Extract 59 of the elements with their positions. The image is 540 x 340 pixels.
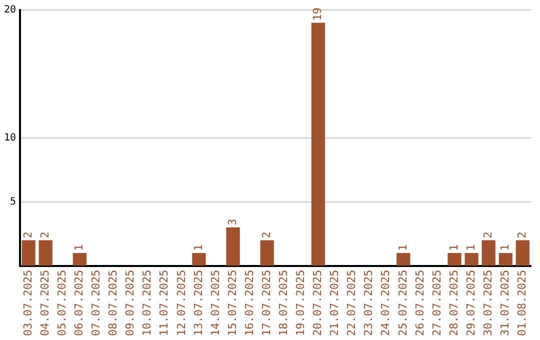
data-label: 1 (464, 244, 478, 251)
x-tick-label: 11.07.2025 (158, 270, 171, 336)
y-tick-label: 10 (4, 132, 16, 144)
x-tick-label: 26.07.2025 (413, 270, 426, 336)
bar (226, 227, 240, 266)
x-tick-label: 07.07.2025 (90, 270, 103, 336)
data-label: 1 (396, 244, 410, 251)
x-tick-label: 28.07.2025 (447, 270, 460, 336)
x-tick-label: 31.07.2025 (498, 270, 512, 336)
x-tick-label: 06.07.2025 (72, 270, 86, 336)
x-tick-label: 22.07.2025 (345, 270, 358, 336)
data-label: 2 (21, 232, 34, 238)
bar (192, 252, 206, 266)
x-tick-label: 09.07.2025 (124, 270, 137, 336)
x-tick-label: 10.07.2025 (140, 270, 154, 336)
x-tick-label: 17.07.2025 (260, 270, 273, 336)
data-label: 3 (226, 218, 239, 226)
x-tick-label: 04.07.2025 (38, 270, 52, 336)
bar (72, 252, 86, 266)
x-tick-label: 15.07.2025 (226, 270, 239, 336)
bar (448, 252, 462, 266)
data-label: 1 (72, 244, 86, 251)
x-tick-label: 12.07.2025 (174, 270, 188, 336)
bar (396, 252, 410, 266)
x-tick-label: 20.07.2025 (311, 270, 324, 336)
x-tick-label: 27.07.2025 (430, 270, 444, 336)
x-tick-label: 23.07.2025 (362, 270, 376, 336)
bar (498, 252, 512, 266)
x-tick-label: 18.07.2025 (276, 270, 290, 336)
x-tick-label: 29.07.2025 (464, 270, 478, 336)
bar (482, 240, 496, 266)
x-tick-label: 01.08.2025 (516, 270, 529, 336)
x-tick-label: 21.07.2025 (328, 270, 342, 336)
bar (516, 240, 530, 266)
x-tick-label: 30.07.2025 (481, 270, 494, 336)
x-tick-label: 16.07.2025 (242, 270, 256, 336)
data-label: 1 (447, 244, 460, 251)
data-label: 1 (498, 244, 512, 251)
bar (22, 240, 36, 266)
data-label: 2 (481, 232, 494, 238)
x-tick-label: 14.07.2025 (208, 270, 222, 336)
x-tick-label: 08.07.2025 (106, 270, 120, 336)
data-label: 2 (38, 232, 52, 238)
data-label: 19 (311, 8, 324, 21)
bar (311, 22, 326, 266)
y-tick-label: 20 (4, 4, 16, 16)
x-tick-label: 25.07.2025 (396, 270, 410, 336)
x-tick-label: 13.07.2025 (192, 270, 205, 336)
x-tick-label: 19.07.2025 (294, 270, 308, 336)
x-tick-label: 24.07.2025 (379, 270, 392, 336)
data-label: 2 (260, 232, 273, 238)
data-label: 2 (516, 232, 529, 238)
data-label: 1 (192, 244, 205, 251)
bar (464, 252, 478, 266)
x-tick-label: 05.07.2025 (55, 270, 68, 336)
y-tick-label: 5 (10, 196, 16, 208)
x-tick-label: 03.07.2025 (21, 270, 34, 336)
bar (260, 240, 274, 266)
bar (38, 240, 52, 266)
